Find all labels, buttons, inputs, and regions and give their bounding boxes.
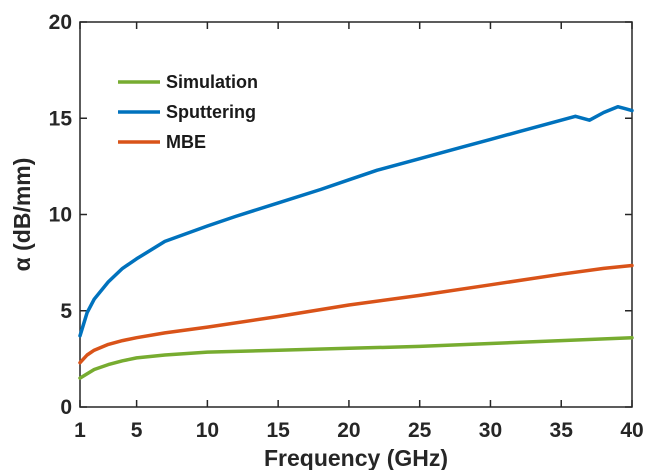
x-tick-label: 35 — [550, 419, 574, 442]
y-tick-label: 20 — [49, 11, 72, 34]
x-tick-label: 20 — [337, 419, 360, 442]
y-tick-label: 5 — [60, 300, 72, 323]
series-line-simulation — [78, 335, 634, 380]
x-axis: 1 5 10 15 20 25 30 35 40 — [74, 22, 644, 442]
legend-label: Simulation — [166, 72, 258, 92]
series-lines — [78, 104, 634, 380]
x-tick-label: 25 — [408, 419, 432, 442]
series-line-mbe — [78, 263, 634, 365]
x-tick-label: 30 — [479, 419, 502, 442]
x-tick-label: 10 — [196, 419, 219, 442]
series-line-sputtering — [78, 104, 634, 338]
x-axis-title: Frequency (GHz) — [264, 445, 448, 470]
x-tick-label: 15 — [266, 419, 290, 442]
x-tick-label: 1 — [74, 419, 86, 442]
legend-label: Sputtering — [166, 102, 256, 122]
legend: Simulation Sputtering MBE — [108, 62, 288, 162]
y-axis: 0 5 10 15 20 — [49, 11, 632, 419]
x-tick-label: 40 — [620, 419, 643, 442]
y-axis-title: α (dB/mm) — [9, 158, 35, 272]
y-tick-label: 10 — [49, 204, 72, 227]
legend-label: MBE — [166, 132, 206, 152]
x-tick-label: 5 — [131, 419, 143, 442]
y-tick-label: 15 — [49, 107, 73, 130]
y-tick-label: 0 — [60, 396, 72, 419]
